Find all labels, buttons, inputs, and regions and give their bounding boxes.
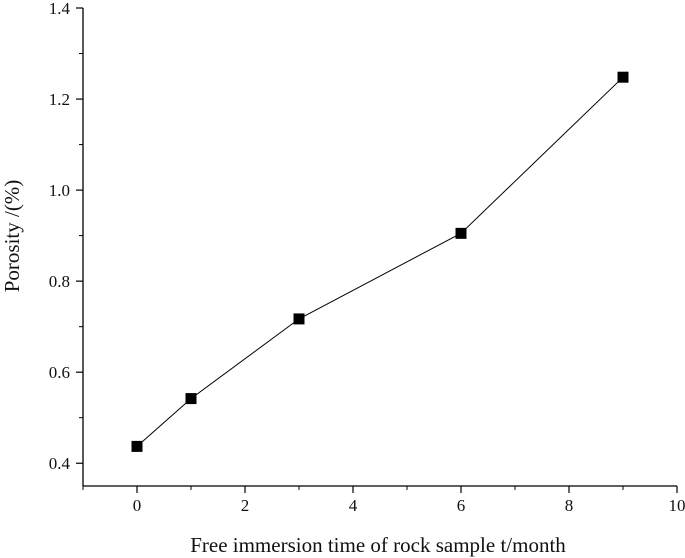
ticks: 0 2 4 6 8 10 0.4 0.6 0.8 1.0 1.2 1.4 <box>49 0 685 515</box>
y-tick-label: 1.4 <box>49 0 71 18</box>
data-point-marker <box>131 440 143 452</box>
series-line <box>136 76 624 447</box>
y-axis-label: Porosity /(%) <box>0 180 24 293</box>
data-point-marker <box>455 227 467 239</box>
axes <box>82 8 677 487</box>
data-point-marker <box>617 71 629 83</box>
x-axis-label: Free immersion time of rock sample t/mon… <box>190 533 566 557</box>
y-tick-label: 1.0 <box>49 181 70 200</box>
y-tick-label: 0.4 <box>49 454 71 473</box>
x-tick-label: 8 <box>565 496 574 515</box>
data-point-marker <box>185 393 197 405</box>
y-tick-label: 0.8 <box>49 272 70 291</box>
y-tick-label: 1.2 <box>49 90 70 109</box>
series-layer <box>131 71 629 452</box>
x-tick-label: 6 <box>457 496 466 515</box>
x-tick-label: 2 <box>241 496 250 515</box>
data-point-marker <box>293 313 305 325</box>
x-tick-label: 0 <box>133 496 142 515</box>
y-tick-label: 0.6 <box>49 363 70 382</box>
x-tick-label: 10 <box>669 496 685 515</box>
x-tick-label: 4 <box>349 496 358 515</box>
